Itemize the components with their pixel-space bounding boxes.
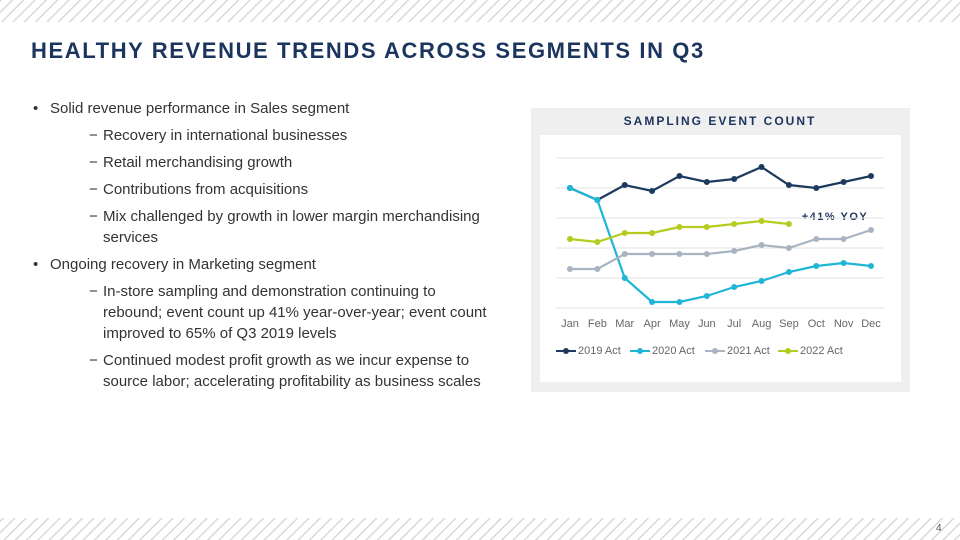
data-point (813, 263, 820, 269)
x-tick-label: May (669, 318, 690, 330)
x-tick-label: Dec (861, 318, 881, 330)
x-tick-label: Feb (588, 318, 607, 330)
sub-bullet: Recovery in international businesses (89, 125, 495, 146)
data-point (868, 227, 874, 233)
sub-bullet: Contributions from acquisitions (89, 179, 495, 200)
data-point (567, 236, 573, 242)
chart-title: SAMPLING EVENT COUNT (624, 114, 817, 128)
data-point (649, 251, 656, 257)
data-point (731, 176, 738, 182)
legend-label: 2020 Act (652, 345, 695, 357)
data-point (621, 275, 628, 281)
annotation: +41% YOY (802, 211, 869, 223)
x-tick-label: Mar (615, 318, 634, 330)
data-point (813, 236, 820, 242)
data-point (758, 278, 765, 284)
legend-label: 2019 Act (578, 345, 621, 357)
legend-marker (785, 348, 791, 354)
data-point (758, 242, 765, 248)
data-point (594, 266, 601, 272)
x-tick-label: Aug (752, 318, 772, 330)
sub-bullet: In-store sampling and demonstration cont… (89, 281, 495, 344)
top-band (0, 0, 960, 22)
bottom-band (0, 518, 960, 540)
data-point (731, 284, 738, 290)
x-tick-label: Nov (834, 318, 854, 330)
data-point (840, 236, 847, 242)
data-point (785, 269, 792, 275)
legend-label: 2021 Act (727, 345, 770, 357)
data-point (621, 182, 628, 188)
data-point (785, 221, 792, 227)
data-point (868, 263, 874, 269)
data-point (649, 299, 656, 305)
chart-panel (540, 135, 901, 382)
data-point (621, 251, 628, 257)
sub-bullet: Continued modest profit growth as we inc… (89, 350, 495, 392)
x-tick-label: Apr (644, 318, 661, 330)
data-point (703, 224, 710, 230)
page-number: 4 (936, 523, 942, 534)
data-point (649, 230, 656, 236)
slide-title: HEALTHY REVENUE TRENDS ACROSS SEGMENTS I… (31, 38, 705, 63)
x-tick-label: Oct (808, 318, 825, 330)
bullet: Solid revenue performance in Sales segme… (33, 98, 503, 119)
data-point (703, 179, 710, 185)
series-line (569, 186, 872, 304)
data-point (840, 179, 847, 185)
data-point (840, 260, 847, 266)
data-point (868, 173, 874, 179)
data-point (785, 245, 792, 251)
data-point (676, 299, 683, 305)
data-point (594, 197, 601, 203)
x-tick-label: Sep (779, 318, 799, 330)
legend-marker (712, 348, 718, 354)
data-point (758, 164, 765, 170)
data-point (813, 185, 820, 191)
series-line (570, 228, 872, 271)
data-point (621, 230, 628, 236)
data-point (785, 182, 792, 188)
legend-label: 2022 Act (800, 345, 843, 357)
data-point (703, 293, 710, 299)
legend-marker (563, 348, 569, 354)
sub-bullet: Mix challenged by growth in lower margin… (89, 206, 495, 248)
data-point (758, 218, 765, 224)
data-point (703, 251, 710, 257)
data-point (676, 251, 683, 257)
data-point (567, 185, 573, 191)
x-tick-label: Jan (561, 318, 579, 330)
data-point (567, 266, 573, 272)
data-point (676, 224, 683, 230)
legend-marker (637, 348, 643, 354)
x-tick-label: Jul (727, 318, 741, 330)
data-point (731, 248, 738, 254)
series-line (569, 165, 872, 202)
data-point (676, 173, 683, 179)
x-tick-label: Jun (698, 318, 716, 330)
data-point (649, 188, 656, 194)
bullet-list: Solid revenue performance in Sales segme… (33, 98, 503, 398)
data-point (731, 221, 738, 227)
bullet: Ongoing recovery in Marketing segment (33, 254, 503, 275)
sub-bullet: Retail merchandising growth (89, 152, 495, 173)
data-point (594, 239, 601, 245)
